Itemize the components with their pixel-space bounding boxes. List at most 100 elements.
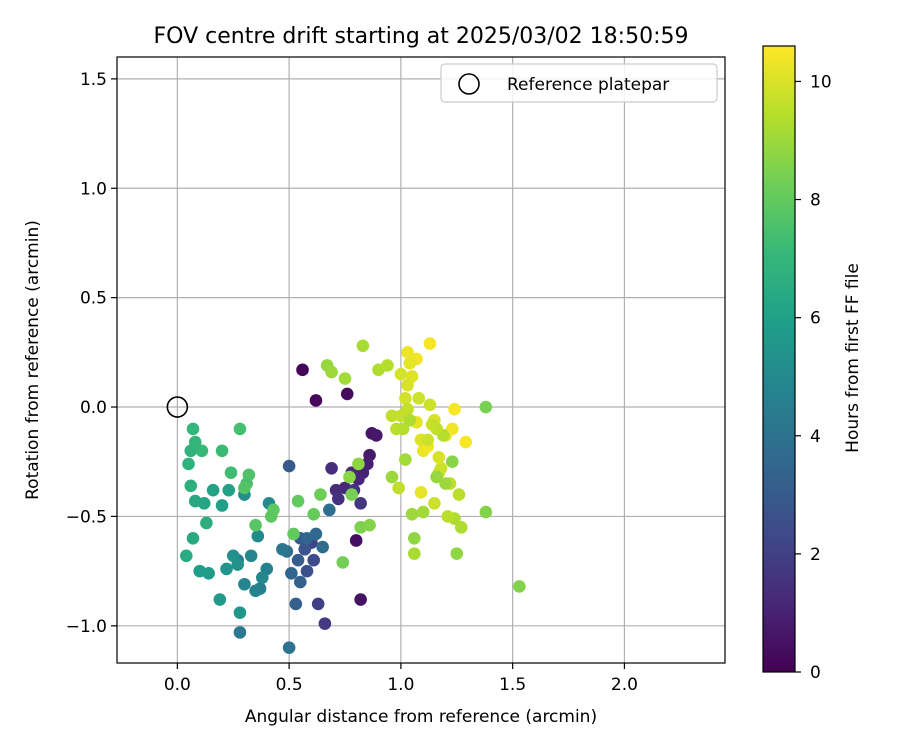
scatter-point [318,617,332,630]
scatter-point [282,641,296,654]
scatter-point [331,492,345,506]
scatter-point [345,488,359,501]
scatter-point [309,527,323,541]
scatter-point [231,558,245,571]
legend-box [440,63,718,103]
scatter-point [412,391,426,405]
scatter-point [369,429,383,442]
scatter-point [182,457,195,471]
scatter-point [401,346,414,359]
colorbar-label: Hours from first FF file [843,263,863,453]
scatter-point [282,459,296,473]
scatter-point [428,496,441,510]
scatter-point [213,593,227,606]
scatter-point [193,564,207,578]
scatter-point [445,422,459,436]
colorbar-tick-label: 4 [810,427,821,447]
scatter-point [349,534,363,547]
scatter-point [325,365,338,379]
scatter-point [338,372,352,385]
scatter-point [421,433,435,447]
y-tick-label: 1.5 [80,70,107,90]
scatter-point [233,606,247,619]
scatter-point [401,378,414,392]
scatter-point [222,483,236,497]
scatter-point [459,435,473,449]
scatter-point [340,387,354,401]
scatter-point [407,547,421,560]
scatter-point [215,499,229,512]
scatter-point [249,518,262,532]
scatter-point [450,547,464,560]
scatter-point [392,481,405,495]
scatter-point [336,556,350,569]
scatter-point [186,422,200,436]
scatter-point [233,422,247,436]
scatter-point [188,494,202,508]
scatter-point [314,488,327,501]
scatter-points [166,337,526,654]
scatter-point [407,531,421,545]
colorbar-tick-label: 10 [810,72,832,92]
y-tick-label: 0.0 [80,398,107,418]
scatter-point [291,494,305,508]
scatter-point [242,468,256,482]
scatter-point [238,577,251,591]
chart-title: FOV centre drift starting at 2025/03/02 … [154,24,689,49]
y-tick-label: −1.0 [66,617,107,637]
scatter-point [267,503,280,517]
colorbar-tick-label: 2 [810,545,821,565]
x-tick-label: 2.0 [611,675,638,695]
axes: 0.0 0.5 1.0 1.5 2.0 −1.0 −0.5 0.0 0.5 1.0 1.5 [66,56,726,695]
scatter-point [296,363,309,377]
scatter-point [255,571,269,584]
scatter-point [311,597,325,611]
scatter-point [405,507,419,521]
scatter-point [403,356,417,370]
scatter-point [307,507,321,521]
scatter-point [298,542,312,556]
scatter-point [316,540,329,554]
scatter-point [276,542,289,556]
scatter-point [354,593,367,606]
scatter-point [220,562,233,576]
scatter-point [454,521,468,534]
scatter-point [195,444,209,458]
scatter-point [354,496,367,510]
scatter-point [479,400,493,414]
scatter-point [381,359,394,372]
x-tick-label: 1.0 [387,675,414,695]
scatter-point [287,527,300,541]
scatter-point [432,451,446,464]
scatter-point [291,553,305,567]
colorbar-tick-label: 0 [810,663,821,683]
scatter-point [479,505,493,519]
y-axis-label: Rotation from reference (arcmin) [23,220,43,500]
colorbar-tick-label: 6 [810,309,821,329]
scatter-point [307,553,321,567]
scatter-point [244,549,258,563]
colorbar-tick-label: 8 [810,191,821,211]
scatter-point [325,461,338,475]
scatter-point [399,453,412,466]
scatter-point [430,470,443,484]
scatter-point [448,402,461,416]
scatter-point [385,470,399,484]
scatter-point [323,503,336,517]
reference-marker [166,396,189,418]
legend-label: Reference platepar [507,75,669,95]
x-tick-label: 0.5 [276,675,303,695]
scatter-point [206,483,220,497]
y-tick-label: −0.5 [66,507,107,527]
scatter-point [188,435,202,449]
plot-frame [116,56,726,664]
scatter-point [439,477,452,490]
x-tick-label: 1.5 [499,675,526,695]
scatter-point [249,584,262,598]
scatter-point [441,510,455,523]
scatter-point [293,575,307,589]
y-tick-label: 0.5 [80,289,107,309]
